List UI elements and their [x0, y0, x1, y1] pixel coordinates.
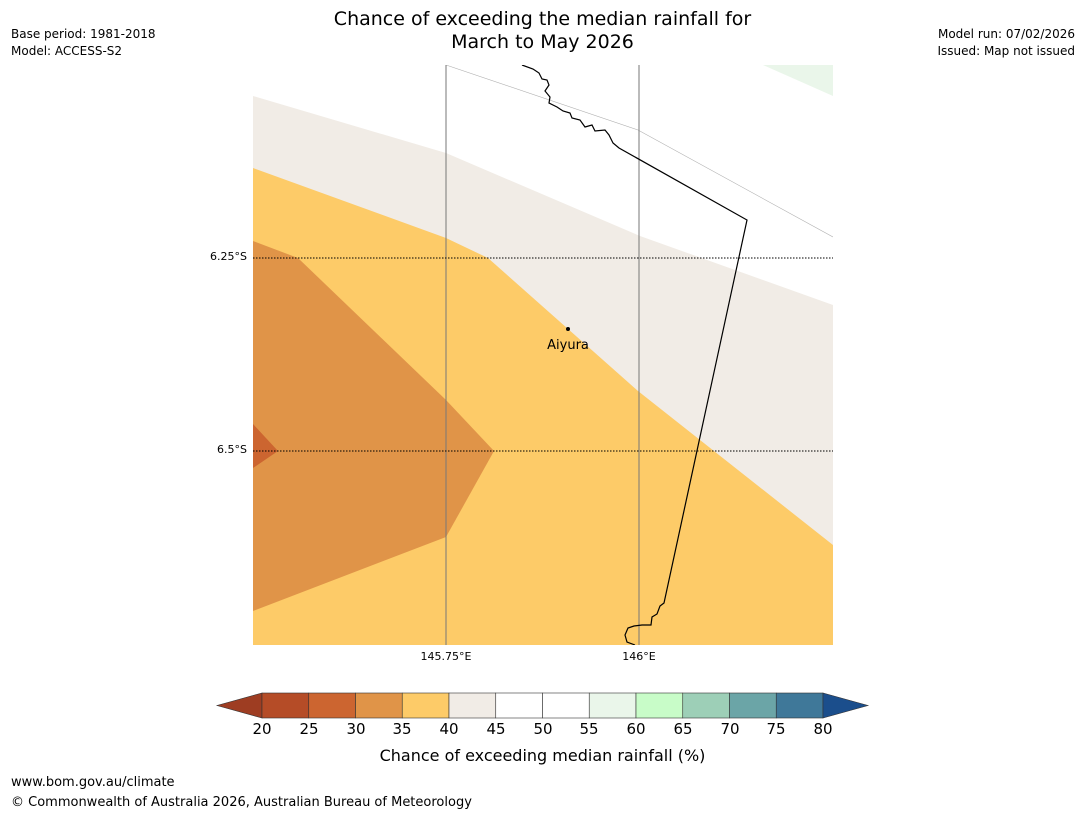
colorbar-segment [495, 692, 543, 719]
colorbar-segment [682, 692, 730, 719]
aiyura-label: Aiyura [547, 338, 589, 353]
aiyura-marker [566, 327, 570, 331]
footer-copyright: © Commonwealth of Australia 2026, Austra… [11, 795, 472, 810]
map-panel: Aiyura [253, 65, 833, 645]
colorbar-tick: 70 [720, 720, 740, 738]
colorbar [215, 692, 870, 719]
colorbar-segment [729, 692, 777, 719]
base-period-text: Base period: 1981-2018 [11, 27, 156, 41]
band-30-35 [253, 241, 494, 611]
colorbar-title: Chance of exceeding median rainfall (%) [379, 746, 706, 765]
colorbar-tick: 20 [252, 720, 272, 738]
colorbar-segment [401, 692, 450, 719]
colorbar-tick: 65 [673, 720, 693, 738]
band-55-60 [763, 65, 833, 96]
colorbar-segment [588, 692, 637, 719]
lon-label-146: 146°E [622, 650, 656, 663]
colorbar-tick: 80 [813, 720, 833, 738]
colorbar-tick: 30 [346, 720, 366, 738]
colorbar-segment [448, 692, 497, 719]
colorbar-segment [635, 692, 684, 719]
lat-label-6-5: 6.5°S [217, 443, 247, 456]
province-boundary [521, 65, 748, 645]
colorbar-tick: 25 [299, 720, 319, 738]
colorbar-extend-low [215, 692, 263, 719]
colorbar-tick: 50 [533, 720, 553, 738]
colorbar-segment [308, 692, 356, 719]
colorbar-tick: 45 [486, 720, 506, 738]
model-run-text: Model run: 07/02/2026 [937, 27, 1075, 41]
meta-left: Base period: 1981-2018 Model: ACCESS-S2 [11, 26, 156, 60]
band-25-30 [253, 424, 278, 468]
colorbar-segment [775, 692, 824, 719]
map-title-line1: Chance of exceeding the median rainfall … [333, 8, 752, 30]
lon-label-145-75: 145.75°E [420, 650, 472, 663]
issued-text: Issued: Map not issued [937, 44, 1075, 58]
footer-url[interactable]: www.bom.gov.au/climate [11, 775, 175, 790]
colorbar-tick: 60 [626, 720, 646, 738]
lat-label-6-25: 6.25°S [210, 250, 247, 263]
colorbar-segment [261, 692, 310, 719]
colorbar-tick: 40 [439, 720, 459, 738]
colorbar-tick: 75 [766, 720, 786, 738]
colorbar-extend-high [822, 692, 870, 719]
colorbar-tick: 55 [579, 720, 599, 738]
colorbar-tick: 35 [392, 720, 412, 738]
admin-boundary-faint [445, 65, 833, 238]
map-title-line2: March to May 2026 [451, 31, 634, 53]
meta-right: Model run: 07/02/2026 Issued: Map not is… [937, 26, 1075, 60]
model-text: Model: ACCESS-S2 [11, 44, 123, 58]
colorbar-segment [355, 692, 403, 719]
colorbar-segment [542, 692, 590, 719]
map-title: Chance of exceeding the median rainfall … [0, 8, 1085, 54]
